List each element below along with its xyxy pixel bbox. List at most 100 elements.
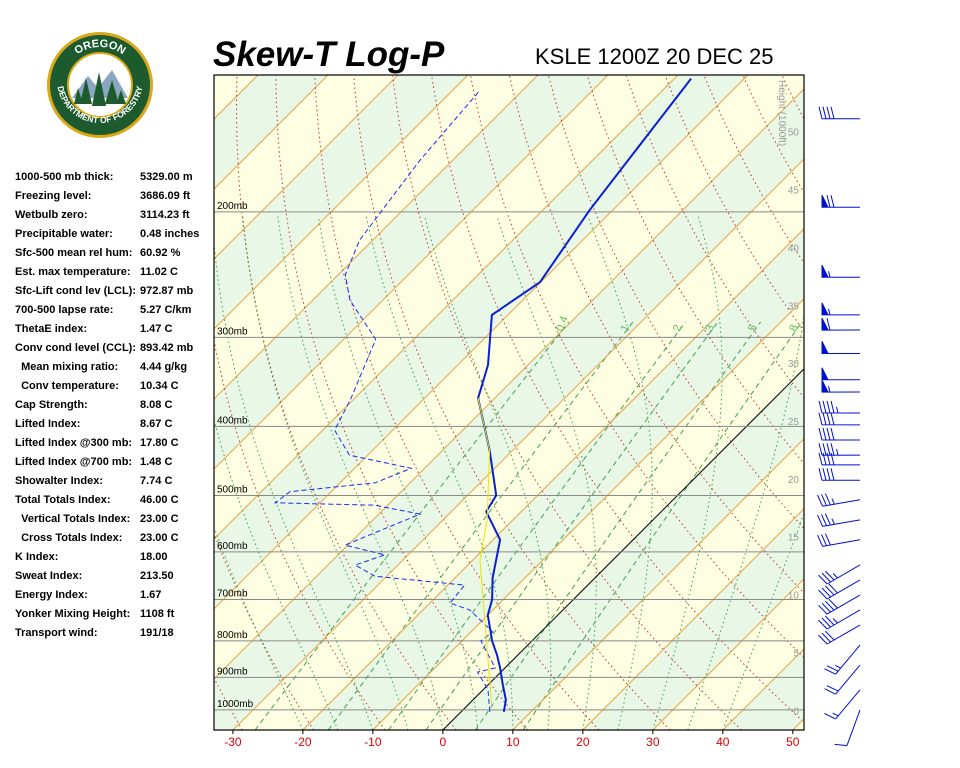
mixing-ratio-label: 3: [703, 323, 716, 333]
isotherm: [582, 508, 804, 730]
wind-barb: [818, 427, 861, 441]
index-label: Vertical Totals Index:: [15, 513, 130, 525]
dry-adiabat: [860, 76, 960, 730]
index-label: Conv temperature:: [15, 380, 119, 392]
x-tick-label: 30: [646, 735, 660, 749]
index-value: 8.67 C: [140, 418, 172, 430]
x-tick-label: -10: [364, 735, 382, 749]
height-axis-title: Height (1000ft): [776, 80, 787, 146]
index-value: 10.34 C: [140, 380, 179, 392]
wind-barb: [817, 533, 861, 547]
plot-frame: [213, 74, 805, 731]
y-tick-label: 600mb: [217, 541, 248, 552]
height-tick-label: 20: [788, 475, 800, 486]
index-value: 23.00 C: [140, 532, 179, 544]
isotherm: [442, 368, 804, 730]
mixing-ratio-line: [388, 321, 686, 730]
logo-top-text: OREGON: [72, 38, 127, 57]
wind-barb: [818, 609, 861, 630]
moist-adiabat: [496, 216, 597, 730]
index-value: 3686.09 ft: [140, 190, 190, 202]
index-value: 23.00 C: [140, 513, 179, 525]
dry-adiabat: [626, 75, 804, 399]
index-value: 191/18: [140, 627, 174, 639]
mixing-ratio-label: 2: [671, 323, 684, 333]
index-label: Est. max temperature:: [15, 266, 131, 278]
height-tick-label: 0: [793, 706, 799, 717]
dry-adiabat: [899, 76, 960, 730]
index-label: Showalter Index:: [15, 475, 103, 487]
isotherm: [512, 438, 804, 730]
index-label: Cap Strength:: [15, 399, 88, 411]
logo: OREGON DEPARTMENT OF FORESTRY: [47, 32, 153, 138]
x-tick-label: -20: [294, 735, 312, 749]
temperature-band: [792, 718, 804, 730]
isotherm: [302, 228, 804, 730]
moist-adiabat: [317, 216, 479, 730]
height-tick-label: 5: [793, 648, 799, 659]
wind-barb: [818, 579, 861, 600]
temperature-band: [214, 75, 804, 679]
mixing-ratio-label: 8: [787, 323, 800, 333]
index-label: Mean mixing ratio:: [15, 361, 118, 373]
wind-barb: [818, 412, 861, 426]
y-tick-label: 400mb: [217, 415, 248, 426]
isotherm: [933, 75, 960, 730]
height-tick-label: 25: [788, 417, 800, 428]
wind-barb: [818, 624, 861, 645]
height-tick-label: 35: [788, 301, 800, 312]
moist-adiabat: [277, 216, 444, 730]
wind-barb: [818, 443, 861, 456]
temperature-band: [863, 75, 960, 730]
chart-title: Skew-T Log-P: [213, 35, 445, 74]
index-label: Precipitable water:: [15, 228, 113, 240]
index-value: 5329.00 m: [140, 171, 193, 183]
dry-adiabat: [470, 75, 804, 659]
isotherm: [652, 578, 804, 730]
wind-barb: [834, 709, 861, 747]
moist-adiabat: [722, 512, 804, 730]
wind-barbs: [817, 106, 861, 747]
wind-barb: [821, 367, 861, 381]
index-value: 893.42 mb: [140, 342, 193, 354]
wind-barb: [824, 689, 861, 720]
index-value: 7.74 C: [140, 475, 172, 487]
x-tick-label: 20: [576, 735, 590, 749]
height-tick-label: 15: [788, 533, 800, 544]
wind-barb: [818, 594, 861, 615]
index-label: Freezing level:: [15, 190, 91, 202]
wind-barb: [824, 664, 861, 695]
index-value: 213.50: [140, 570, 174, 582]
moist-adiabat: [214, 525, 304, 730]
moist-adiabat: [365, 216, 514, 730]
mixing-ratio-line: [474, 321, 762, 730]
index-value: 18.00: [140, 551, 168, 563]
wind-barb: [818, 468, 861, 481]
dry-adiabat: [214, 337, 386, 730]
wind-barb: [824, 644, 861, 675]
index-label: Wetbulb zero:: [15, 209, 88, 221]
y-tick-label: 800mb: [217, 630, 248, 641]
index-label: ThetaE index:: [15, 323, 87, 335]
moist-adiabat: [424, 216, 552, 730]
y-tick-label: 200mb: [217, 201, 248, 212]
index-label: Yonker Mixing Height:: [15, 608, 130, 620]
wind-barb: [818, 564, 861, 585]
x-tick-label: -30: [224, 735, 242, 749]
index-value: 4.44 g/kg: [140, 361, 187, 373]
index-value: 5.27 C/km: [140, 304, 192, 316]
index-label: Total Totals Index:: [15, 494, 111, 506]
profile-line: [477, 77, 692, 712]
index-value: 60.92 %: [140, 247, 181, 259]
height-tick-label: 10: [788, 591, 800, 602]
index-value: 11.02 C: [140, 266, 178, 278]
dry-adiabat: [938, 76, 960, 730]
dry-adiabat: [742, 75, 804, 194]
temperature-band: [933, 75, 960, 730]
logo-trees: [74, 72, 126, 106]
isotherm: [232, 158, 804, 730]
plot-data: [273, 77, 692, 712]
temperature-band: [214, 88, 804, 730]
